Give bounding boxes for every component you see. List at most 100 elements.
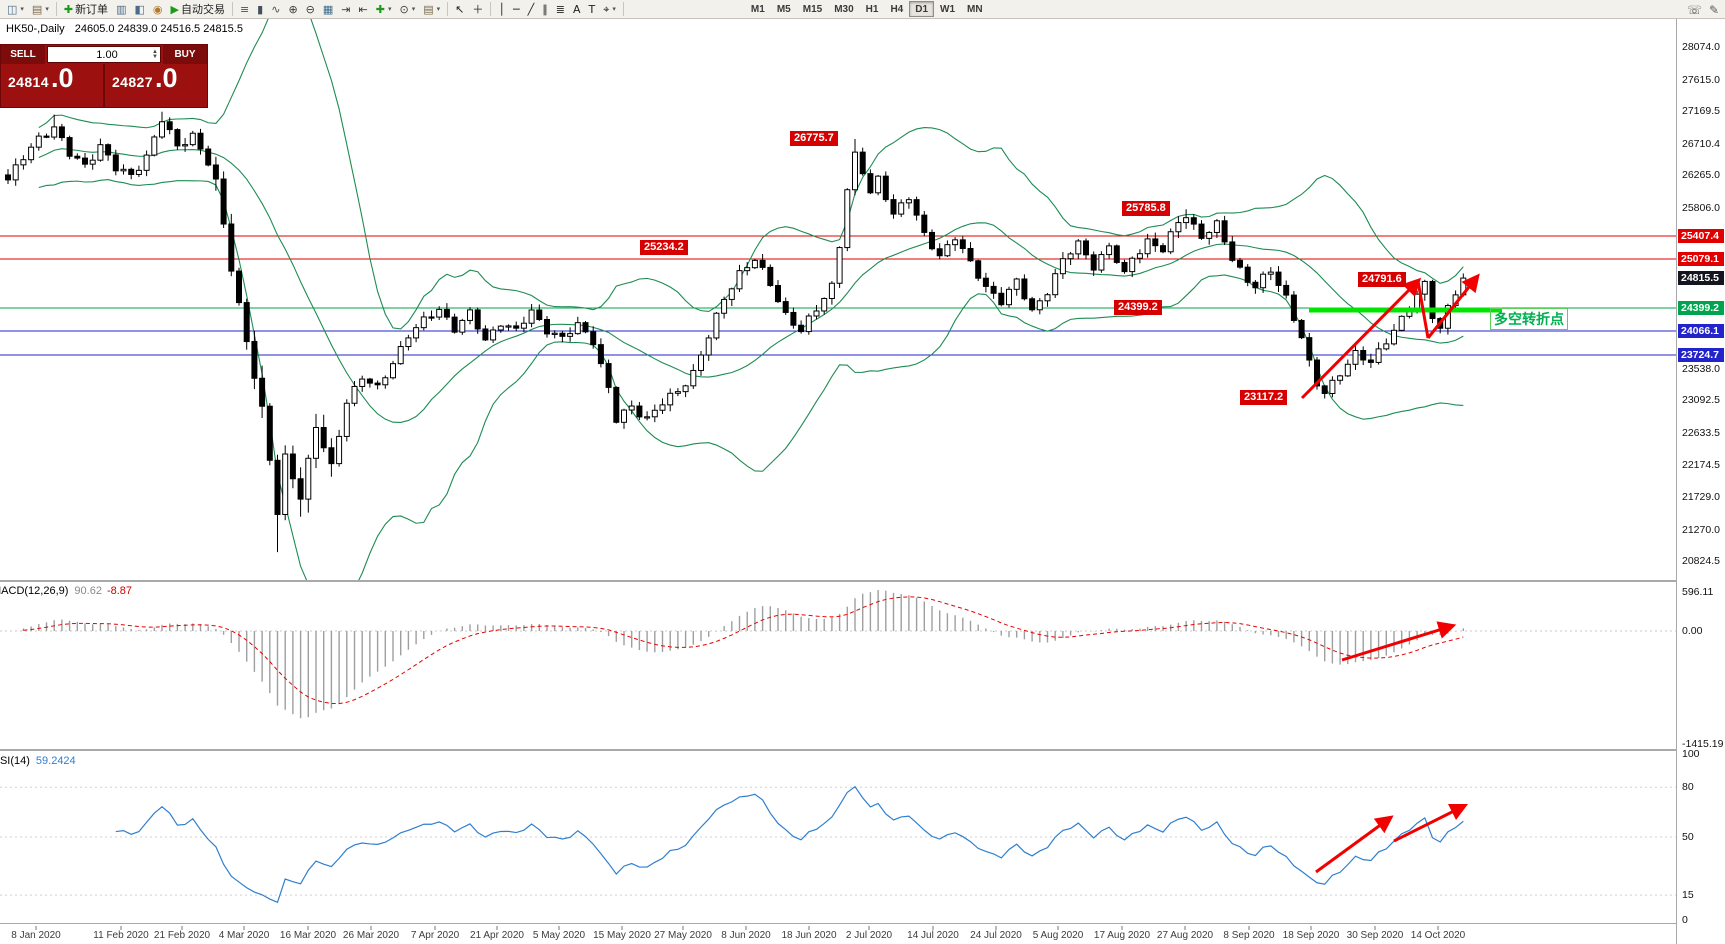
date-axis-label: 17 Aug 2020	[1093, 930, 1151, 941]
fibonacci-icon[interactable]: ≣	[552, 1, 569, 18]
indicators-icon[interactable]: ✚ ▾	[372, 1, 396, 18]
new-order-button[interactable]: ✚ 新订单	[60, 1, 112, 18]
crosshair-icon[interactable]: ＋	[468, 1, 487, 18]
panel-separator[interactable]	[0, 749, 1725, 751]
price-axis-label: 27169.5	[1682, 105, 1720, 117]
dropdown-arrow-icon[interactable]: ▾	[436, 6, 441, 13]
price-axis-label: 23092.5	[1682, 394, 1720, 406]
data-window-icon[interactable]: ◧	[130, 1, 148, 18]
candlestick-type-icon: ▮	[257, 2, 264, 16]
price-axis-label: 21729.0	[1682, 491, 1720, 503]
timeframe-M5[interactable]: M5	[771, 1, 797, 17]
date-axis-label: 24 Jul 2020	[970, 930, 1022, 941]
tile-windows-icon: ▦	[322, 2, 334, 16]
buy-price-button[interactable]: 24827 .0	[103, 64, 207, 107]
date-axis-label: 2 Jul 2020	[845, 930, 893, 941]
new-chart-icon[interactable]: ◫ ▾	[3, 1, 28, 18]
sell-price-big-digits: .0	[50, 63, 74, 93]
timeframe-MN[interactable]: MN	[961, 1, 989, 17]
auto-scroll-icon[interactable]: ⇥	[337, 1, 354, 18]
zoom-out-icon[interactable]: ⊖	[302, 1, 319, 18]
zoom-out-icon: ⊖	[305, 2, 315, 16]
periods-icon: ⊙	[399, 2, 409, 16]
main-chart-area[interactable]	[0, 19, 1676, 581]
volume-spinner[interactable]: ▲ ▼	[152, 47, 158, 62]
timeframe-M30[interactable]: M30	[828, 1, 859, 17]
price-level-badge: 23724.7	[1678, 348, 1724, 362]
line-chart-type-icon[interactable]: ∿	[267, 1, 284, 18]
bar-chart-type-icon: ≡	[239, 2, 250, 16]
price-callout-label[interactable]: 23117.2	[1240, 390, 1288, 405]
date-axis-label: 18 Jun 2020	[781, 930, 837, 941]
tile-windows-icon[interactable]: ▦	[319, 1, 337, 18]
price-callout-label[interactable]: 24399.2	[1114, 300, 1162, 315]
zoom-in-icon[interactable]: ⊕	[284, 1, 301, 18]
volume-value: 1.00	[96, 48, 118, 61]
volume-input[interactable]: 1.00 ▲ ▼	[47, 46, 161, 63]
chart-shift-icon[interactable]: ⇤	[355, 1, 372, 18]
cursor-icon: ↖	[455, 2, 465, 16]
cursor-icon[interactable]: ↖	[451, 1, 468, 18]
arrows-icon[interactable]: ⌖ ▾	[599, 1, 620, 18]
indicator-axis-label: 596.11	[1682, 586, 1714, 598]
trendline-icon[interactable]: ╱	[524, 1, 539, 18]
horizontal-line-icon: ─	[512, 2, 520, 16]
price-level-badge: 25407.4	[1678, 229, 1724, 243]
axis-divider	[1676, 19, 1677, 944]
timeframe-M1[interactable]: M1	[745, 1, 771, 17]
timeframe-D1[interactable]: D1	[909, 1, 935, 17]
timeframe-H4[interactable]: H4	[884, 1, 909, 17]
bar-chart-type-icon[interactable]: ≡	[236, 1, 253, 18]
macd-panel-area[interactable]	[0, 583, 1676, 750]
price-axis-label: 28074.0	[1682, 41, 1720, 53]
date-axis-label: 27 Aug 2020	[1156, 930, 1214, 941]
channel-icon[interactable]: ∥	[538, 1, 552, 18]
zoom-in-icon: ⊕	[288, 2, 298, 16]
alerts-icon[interactable]: ◉	[149, 1, 167, 18]
label-icon[interactable]: T	[584, 1, 599, 18]
toolbar-right-icons: ☏ ✎	[1687, 0, 1719, 19]
horizontal-line-icon[interactable]: ─	[509, 1, 524, 18]
price-callout-label[interactable]: 25785.8	[1122, 201, 1170, 216]
price-axis-label: 22633.5	[1682, 427, 1720, 439]
dropdown-arrow-icon[interactable]: ▾	[387, 6, 392, 13]
autotrading-button[interactable]: ▶ 自动交易	[166, 1, 228, 18]
price-callout-label[interactable]: 25234.2	[640, 240, 688, 255]
price-callout-label[interactable]: 24791.6	[1358, 272, 1406, 287]
toolbar-separator	[490, 2, 492, 16]
templates-icon[interactable]: ▤ ▾	[419, 1, 444, 18]
timeframe-W1[interactable]: W1	[934, 1, 961, 17]
text-icon[interactable]: A	[569, 1, 585, 18]
date-axis-label: 11 Feb 2020	[93, 930, 149, 941]
periods-icon[interactable]: ⊙ ▾	[395, 1, 419, 18]
sell-price-button[interactable]: 24814 .0	[1, 64, 103, 107]
price-callout-label[interactable]: 26775.7	[790, 131, 838, 146]
sell-tab[interactable]: SELL	[1, 45, 45, 64]
dropdown-arrow-icon[interactable]: ▾	[20, 6, 24, 13]
dropdown-arrow-icon[interactable]: ▾	[411, 6, 416, 13]
price-level-badge: 25079.1	[1678, 252, 1724, 266]
price-level-badge: 24399.2	[1678, 301, 1724, 315]
bull-bear-turning-point-annotation[interactable]: 多空转折点	[1490, 308, 1568, 330]
chart-title: HK50-,Daily 24605.0 24839.0 24516.5 2481…	[6, 23, 243, 35]
vertical-line-icon[interactable]: │	[494, 1, 509, 18]
candlestick-type-icon[interactable]: ▮	[253, 1, 267, 18]
new-order-button-label: 新订单	[75, 4, 109, 16]
market-watch-icon[interactable]: ▥	[112, 1, 130, 18]
buy-tab[interactable]: BUY	[163, 45, 207, 64]
phone-icon[interactable]: ☏	[1686, 2, 1702, 17]
text-icon: A	[572, 2, 581, 16]
toolbar: ◫ ▾ ▤ ▾ ✚ 新订单 ▥ ◧ ◉ ▶ 自动交易 ≡ ▮ ∿ ⊕ ⊖ ▦ ⇥ ⇤ ✚ ▾ ⊙ ▾ ▤ ▾ ↖ ＋ │ ─ ╱ ∥ ≣ A T ⌖…	[0, 0, 1725, 19]
dropdown-arrow-icon[interactable]: ▾	[612, 6, 616, 13]
spinner-down-icon[interactable]: ▼	[152, 53, 158, 60]
symbol-period-label: HK50-,Daily	[6, 23, 65, 35]
date-axis[interactable]: 8 Jan 2020 11 Feb 2020 21 Feb 2020 4 Mar 20…	[0, 930, 1676, 944]
profiles-icon[interactable]: ▤ ▾	[28, 1, 53, 18]
note-icon[interactable]: ✎	[1708, 2, 1719, 17]
rsi-panel-area[interactable]	[0, 752, 1676, 924]
timeframe-H1[interactable]: H1	[860, 1, 885, 17]
panel-separator[interactable]	[0, 580, 1725, 582]
toolbar-separator	[231, 2, 233, 16]
timeframe-M15[interactable]: M15	[797, 1, 828, 17]
dropdown-arrow-icon[interactable]: ▾	[45, 6, 49, 13]
